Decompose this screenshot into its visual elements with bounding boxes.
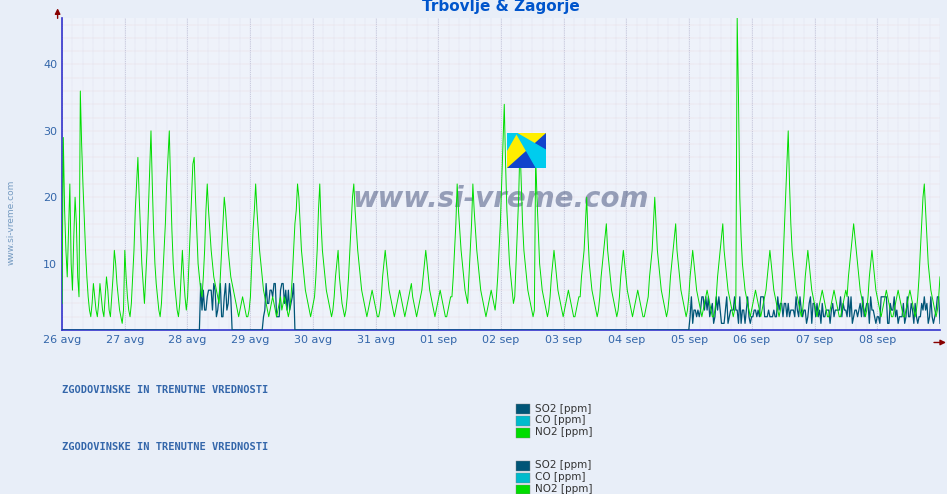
Title: Trbovlje & Zagorje: Trbovlje & Zagorje (422, 0, 580, 14)
Text: CO [ppm]: CO [ppm] (535, 472, 585, 482)
Text: NO2 [ppm]: NO2 [ppm] (535, 484, 593, 494)
Polygon shape (507, 133, 516, 151)
Polygon shape (507, 133, 546, 168)
Text: NO2 [ppm]: NO2 [ppm] (535, 427, 593, 437)
Text: CO [ppm]: CO [ppm] (535, 415, 585, 425)
Text: ZGODOVINSKE IN TRENUTNE VREDNOSTI: ZGODOVINSKE IN TRENUTNE VREDNOSTI (62, 442, 268, 452)
Text: www.si-vreme.com: www.si-vreme.com (352, 185, 650, 213)
Text: SO2 [ppm]: SO2 [ppm] (535, 460, 592, 470)
Text: www.si-vreme.com: www.si-vreme.com (7, 180, 16, 265)
Text: ZGODOVINSKE IN TRENUTNE VREDNOSTI: ZGODOVINSKE IN TRENUTNE VREDNOSTI (62, 385, 268, 395)
Polygon shape (516, 133, 546, 168)
Polygon shape (507, 133, 546, 168)
Text: SO2 [ppm]: SO2 [ppm] (535, 404, 592, 413)
